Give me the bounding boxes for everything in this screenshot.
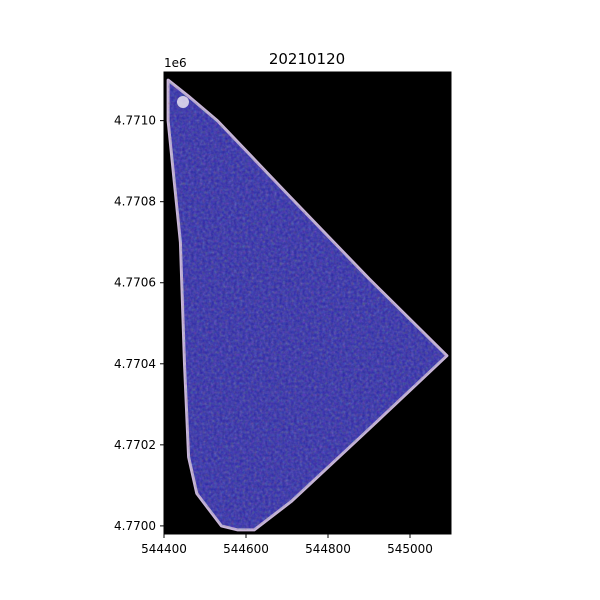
y-tick-label: 4.7704 (114, 357, 156, 371)
y-offset-label: 1e6 (164, 56, 187, 70)
y-tick-label: 4.7708 (114, 195, 156, 209)
y-tick-label: 4.7706 (114, 276, 156, 290)
x-tick-label: 545000 (387, 542, 433, 556)
x-axis: 544400 544600 544800 545000 (141, 534, 433, 556)
y-tick-label: 4.7710 (114, 114, 156, 128)
plot-frame (163, 71, 452, 535)
x-tick-label: 544600 (223, 542, 269, 556)
y-tick-label: 4.7702 (114, 438, 156, 452)
x-tick-label: 544400 (141, 542, 187, 556)
field-bright-spot (177, 96, 189, 108)
chart-title: 20210120 (269, 50, 345, 68)
y-tick-label: 4.7700 (114, 519, 156, 533)
y-axis: 4.7700 4.7702 4.7704 4.7706 4.7708 4.7710 (114, 114, 164, 533)
x-tick-label: 544800 (305, 542, 351, 556)
